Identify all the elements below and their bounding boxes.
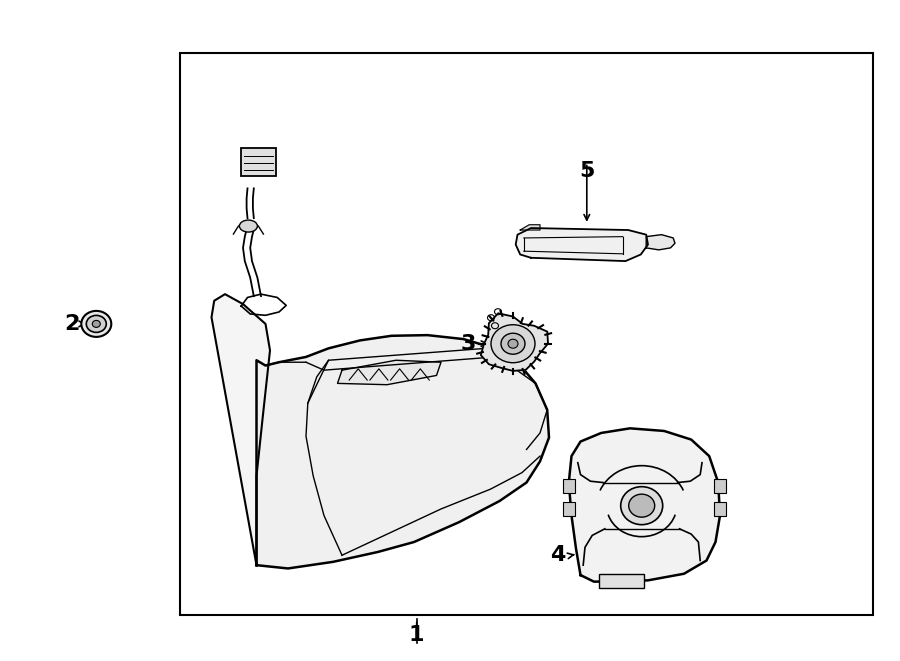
- FancyBboxPatch shape: [562, 502, 575, 516]
- Ellipse shape: [621, 486, 662, 525]
- Ellipse shape: [508, 339, 518, 348]
- Polygon shape: [516, 228, 648, 261]
- Text: 2: 2: [64, 314, 80, 334]
- FancyBboxPatch shape: [714, 479, 726, 493]
- FancyBboxPatch shape: [241, 148, 276, 176]
- Ellipse shape: [501, 333, 525, 354]
- Bar: [180, 53, 873, 615]
- Polygon shape: [520, 225, 540, 230]
- Ellipse shape: [491, 325, 535, 363]
- Ellipse shape: [81, 311, 112, 337]
- Ellipse shape: [86, 315, 106, 332]
- Polygon shape: [569, 428, 720, 582]
- Polygon shape: [212, 294, 270, 565]
- Text: 5: 5: [579, 161, 595, 180]
- Text: 1: 1: [409, 625, 425, 644]
- FancyBboxPatch shape: [562, 479, 575, 493]
- Text: 4: 4: [550, 545, 566, 565]
- FancyBboxPatch shape: [714, 502, 726, 516]
- Polygon shape: [646, 235, 675, 250]
- Text: 3: 3: [460, 334, 476, 354]
- Ellipse shape: [93, 321, 100, 327]
- Ellipse shape: [629, 494, 654, 517]
- Ellipse shape: [239, 220, 257, 232]
- Polygon shape: [481, 313, 548, 371]
- FancyBboxPatch shape: [598, 574, 644, 588]
- Polygon shape: [256, 335, 549, 568]
- Polygon shape: [338, 360, 441, 385]
